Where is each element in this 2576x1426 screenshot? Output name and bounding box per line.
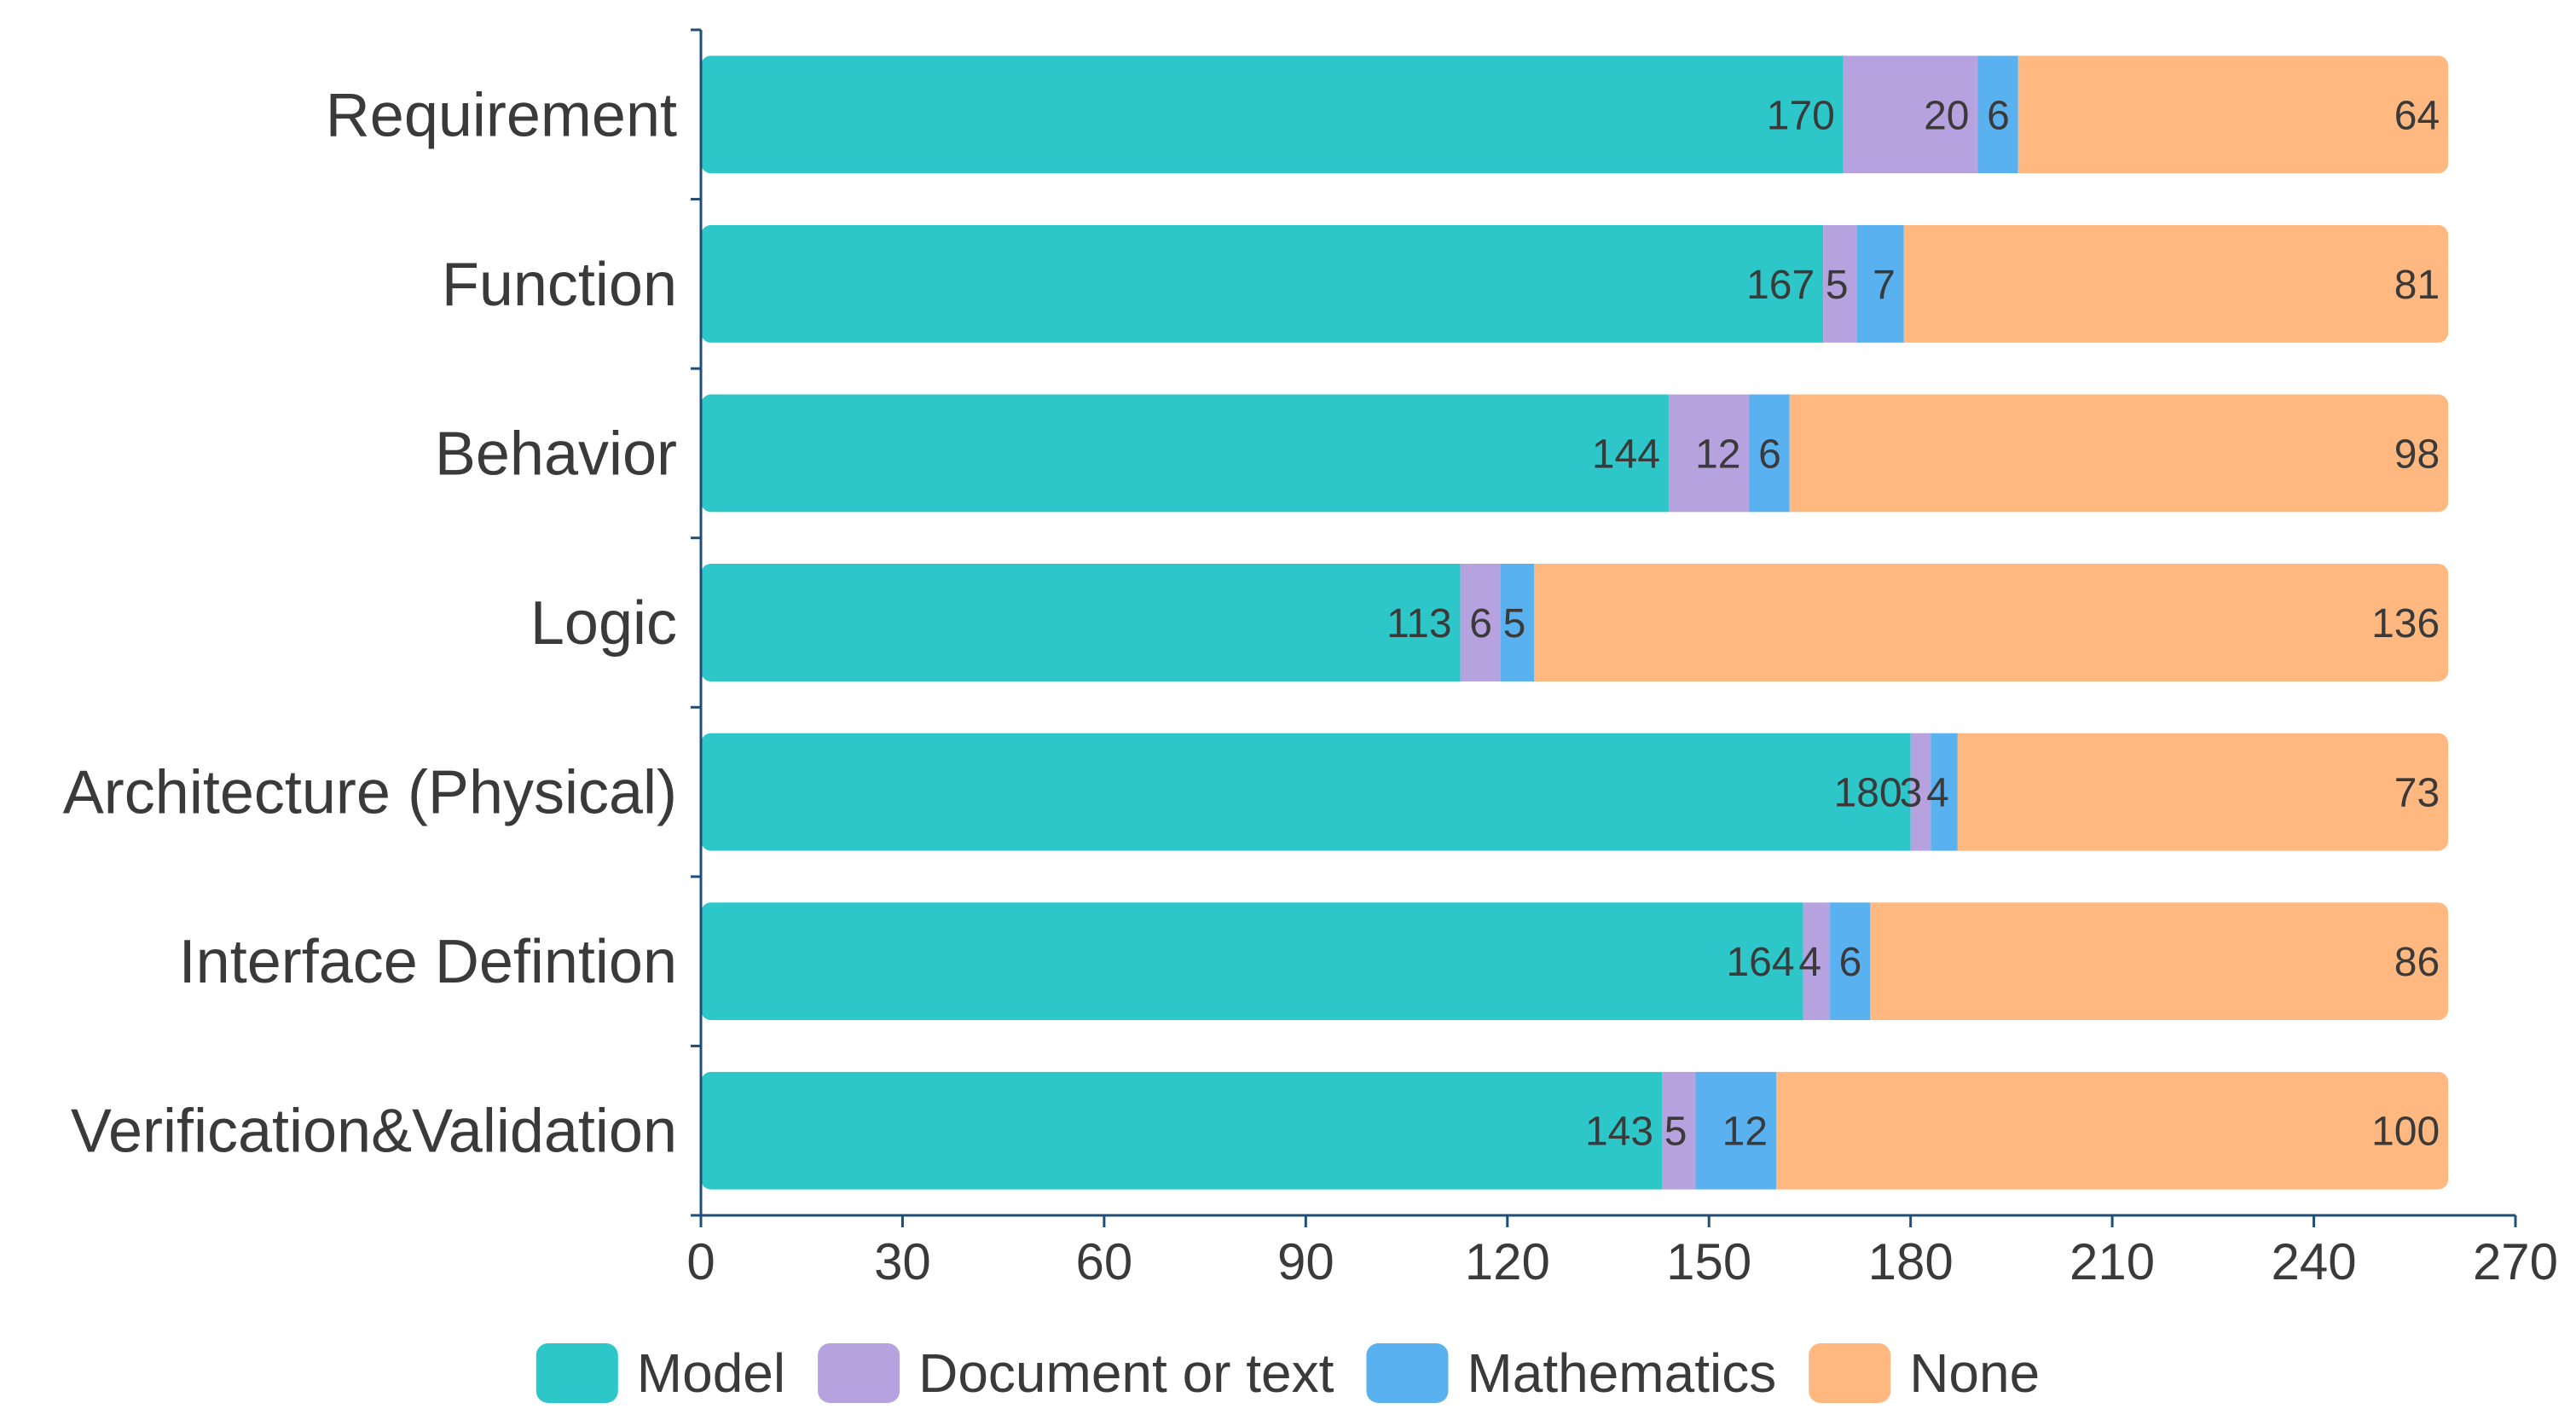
data-label-architecture-physical-model: 180 (1834, 771, 1902, 816)
category-label-logic: Logic (530, 589, 677, 658)
bar-row-function (701, 224, 2449, 343)
bar-verification-validation-mathematics[interactable] (1695, 1071, 1777, 1190)
data-label-interface-defintion-document-or-text: 4 (1798, 940, 1821, 985)
x-axis: 0 30 60 90 120 150 180 210 240 270 (686, 1214, 2558, 1290)
bar-interface-defintion-none[interactable] (1870, 902, 2449, 1021)
x-tick-label-270: 270 (2473, 1233, 2558, 1290)
data-label-architecture-physical-mathematics: 4 (1926, 771, 1949, 816)
category-label-interface-defintion: Interface Defintion (179, 928, 677, 996)
x-tick-label-120: 120 (1465, 1233, 1550, 1290)
category-label-function: Function (442, 251, 677, 319)
x-tick-label-210: 210 (2069, 1233, 2155, 1290)
bar-verification-validation-model[interactable] (701, 1071, 1663, 1190)
x-tick-label-180: 180 (1868, 1233, 1954, 1290)
bar-architecture-physical-none[interactable] (1957, 733, 2449, 851)
data-label-behavior-none: 98 (2394, 432, 2440, 477)
bar-verification-validation-document-or-text[interactable] (1662, 1071, 1696, 1190)
category-label-verification-validation: Verification&Validation (71, 1098, 677, 1166)
x-tick-label-150: 150 (1666, 1233, 1751, 1290)
data-label-requirement-document-or-text: 20 (1924, 93, 1969, 138)
bar-requirement-none[interactable] (2017, 55, 2449, 174)
data-label-architecture-physical-none: 73 (2394, 771, 2440, 816)
bar-logic-none[interactable] (1534, 564, 2449, 681)
legend-label-mathematics: Mathematics (1467, 1342, 1776, 1404)
bar-behavior-mathematics[interactable] (1749, 394, 1790, 513)
bar-requirement-model[interactable] (701, 55, 1844, 174)
x-tick-label-90: 90 (1277, 1233, 1334, 1290)
data-label-verification-validation-model: 143 (1585, 1110, 1653, 1155)
data-label-verification-validation-document-or-text: 5 (1664, 1110, 1687, 1155)
legend-label-none: None (1909, 1342, 2040, 1404)
legend-item-none[interactable]: None (1809, 1342, 2040, 1404)
x-tick-label-60: 60 (1076, 1233, 1133, 1290)
category-label-architecture-physical: Architecture (Physical) (63, 759, 677, 827)
data-label-behavior-model: 144 (1592, 432, 1660, 477)
y-axis: Requirement Function Behavior Logic Architec… (63, 28, 703, 1217)
legend-swatch-none (1809, 1343, 1891, 1403)
bar-behavior-none[interactable] (1789, 394, 2449, 513)
legend-label-document-or-text: Document or text (918, 1342, 1334, 1404)
category-label-requirement: Requirement (326, 81, 677, 149)
data-label-interface-defintion-none: 86 (2394, 940, 2440, 985)
data-label-behavior-mathematics: 6 (1758, 432, 1781, 477)
bar-row-interface-defintion (701, 902, 2449, 1021)
bar-interface-defintion-document-or-text[interactable] (1803, 902, 1831, 1021)
bar-behavior-model[interactable] (701, 394, 1669, 513)
bar-requirement-mathematics[interactable] (1977, 55, 2018, 174)
data-label-logic-model: 113 (1386, 601, 1452, 646)
x-tick-label-240: 240 (2272, 1233, 2357, 1290)
legend-swatch-model (535, 1343, 618, 1403)
data-label-requirement-none: 64 (2394, 93, 2440, 138)
bar-logic-model[interactable] (701, 564, 1461, 681)
bar-row-architecture-physical (701, 733, 2449, 851)
data-label-architecture-physical-document-or-text: 3 (1900, 771, 1923, 816)
bar-row-requirement (701, 55, 2449, 174)
data-label-function-mathematics: 7 (1873, 263, 1896, 308)
bar-architecture-physical-document-or-text[interactable] (1910, 733, 1931, 851)
bar-row-behavior (701, 394, 2449, 513)
bar-interface-defintion-model[interactable] (701, 902, 1803, 1021)
legend-label-model: Model (637, 1342, 785, 1404)
bar-logic-document-or-text[interactable] (1460, 564, 1501, 681)
data-label-function-none: 81 (2394, 263, 2440, 308)
bar-row-verification-validation (701, 1071, 2449, 1190)
bar-architecture-physical-mathematics[interactable] (1931, 733, 1958, 851)
legend-swatch-mathematics (1366, 1343, 1449, 1403)
data-label-requirement-model: 170 (1767, 93, 1835, 138)
data-label-logic-none: 136 (2371, 601, 2440, 646)
data-label-behavior-document-or-text: 12 (1695, 432, 1740, 477)
bar-logic-mathematics[interactable] (1500, 564, 1535, 681)
bars-layer (701, 55, 2449, 1190)
legend[interactable]: Model Document or text Mathematics None (535, 1342, 2040, 1404)
data-label-function-model: 167 (1746, 263, 1815, 308)
bar-row-logic (701, 564, 2449, 681)
legend-item-document-or-text[interactable]: Document or text (818, 1342, 1334, 1404)
data-label-interface-defintion-mathematics: 6 (1839, 940, 1862, 985)
legend-item-model[interactable]: Model (535, 1342, 785, 1404)
legend-item-mathematics[interactable]: Mathematics (1366, 1342, 1776, 1404)
x-tick-label-30: 30 (874, 1233, 931, 1290)
data-label-logic-document-or-text: 6 (1469, 601, 1492, 646)
bar-architecture-physical-model[interactable] (701, 733, 1911, 851)
data-label-verification-validation-mathematics: 12 (1722, 1110, 1768, 1155)
bar-function-none[interactable] (1903, 224, 2449, 343)
bar-function-mathematics[interactable] (1856, 224, 1904, 343)
bar-behavior-document-or-text[interactable] (1668, 394, 1750, 513)
data-label-verification-validation-none: 100 (2371, 1110, 2440, 1155)
category-label-behavior: Behavior (435, 420, 677, 488)
data-label-requirement-mathematics: 6 (1987, 93, 2010, 138)
data-label-interface-defintion-model: 164 (1726, 940, 1794, 985)
bar-function-model[interactable] (701, 224, 1824, 343)
x-tick-label-0: 0 (686, 1233, 715, 1290)
data-label-logic-mathematics: 5 (1503, 601, 1526, 646)
bar-function-document-or-text[interactable] (1823, 224, 1857, 343)
bar-interface-defintion-mathematics[interactable] (1830, 902, 1871, 1021)
legend-swatch-document-or-text (818, 1343, 900, 1403)
data-label-function-document-or-text: 5 (1826, 263, 1849, 308)
bar-verification-validation-none[interactable] (1776, 1071, 2449, 1190)
bar-requirement-document-or-text[interactable] (1843, 55, 1978, 174)
